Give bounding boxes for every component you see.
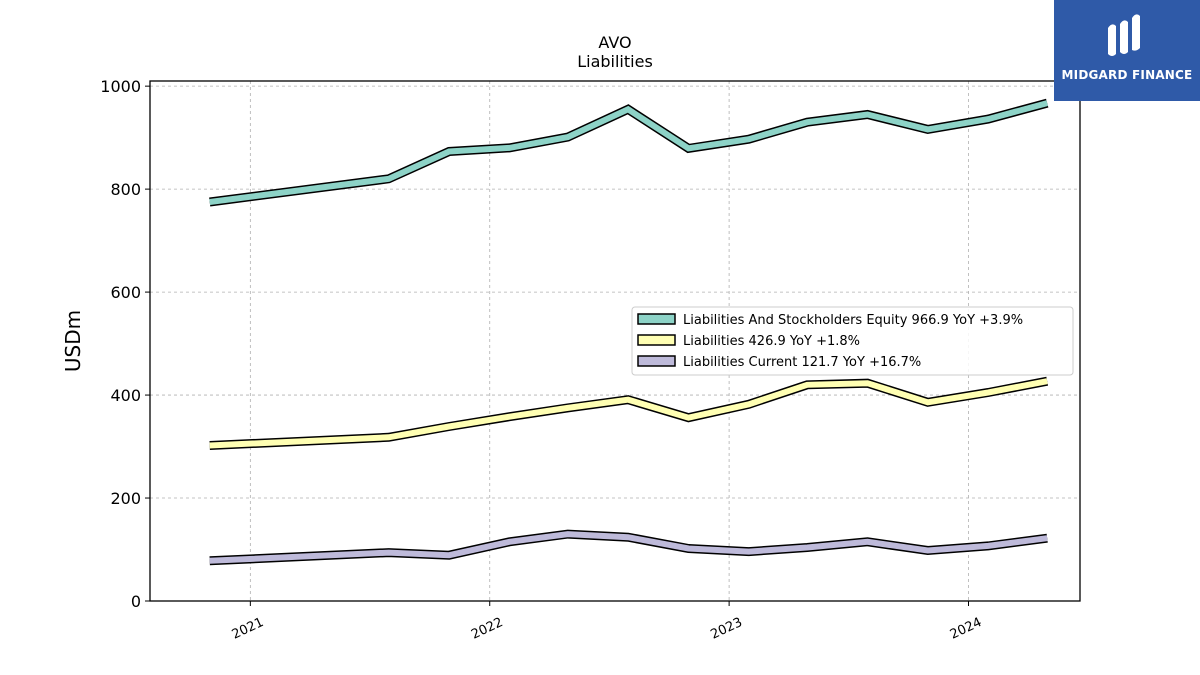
y-tick-label: 200 — [110, 489, 141, 508]
series-lines — [209, 98, 1049, 566]
legend-label: Liabilities Current 121.7 YoY +16.7% — [683, 355, 921, 370]
y-axis: 0 200 400 600 800 1000 — [100, 77, 150, 611]
chart-title: AVO — [598, 33, 631, 52]
x-tick-label: 2021 — [230, 615, 266, 643]
legend-swatch — [637, 334, 676, 346]
y-tick-label: 800 — [110, 180, 141, 199]
y-axis-label: USDm — [61, 310, 85, 372]
x-tick-label: 2022 — [469, 615, 505, 643]
series-outline-1 — [209, 376, 1049, 450]
legend-swatch — [637, 355, 676, 367]
x-tick-label: 2024 — [948, 615, 984, 643]
legend: Liabilities And Stockholders Equity 966.… — [631, 306, 1074, 376]
x-tick-label: 2023 — [708, 615, 744, 643]
legend-box — [631, 306, 1074, 376]
brand-name: MIDGARD FINANCE — [1061, 68, 1193, 82]
series-line-0 — [209, 100, 1048, 205]
plot-frame — [149, 80, 1081, 602]
series-line-1 — [209, 378, 1048, 449]
brand-logo: MIDGARD FINANCE — [1054, 0, 1200, 101]
y-tick-label: 1000 — [100, 77, 141, 96]
grid — [150, 81, 1080, 602]
chart-subtitle: Liabilities — [577, 52, 653, 71]
legend-label: Liabilities And Stockholders Equity 966.… — [683, 313, 1023, 328]
midgard-logo-icon — [1108, 14, 1140, 56]
y-tick-label: 0 — [131, 592, 141, 611]
y-tick-label: 600 — [110, 283, 141, 302]
series-line-2 — [209, 531, 1048, 564]
x-axis: 2021 2022 2023 2024 — [230, 601, 984, 643]
legend-label: Liabilities 426.9 YoY +1.8% — [683, 334, 860, 349]
y-tick-label: 400 — [110, 386, 141, 405]
legend-swatch — [637, 313, 676, 325]
